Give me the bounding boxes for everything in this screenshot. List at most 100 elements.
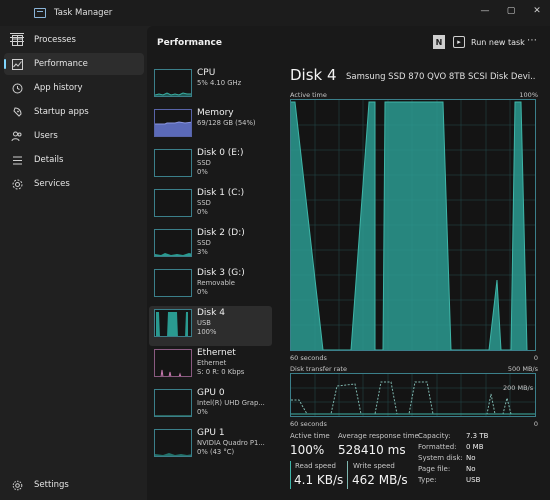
- title-bar: Task Manager — ▢ ✕: [0, 0, 550, 26]
- sidebar-item-users[interactable]: Users: [4, 125, 144, 147]
- performance-icon: [10, 57, 24, 71]
- device-name: Memory: [197, 108, 234, 118]
- device-usage: 100%: [197, 328, 217, 336]
- sidebar-item-label: Users: [34, 131, 58, 141]
- disk-model: Samsung SSD 870 QVO 8TB SCSI Disk Devi..…: [346, 72, 536, 82]
- gear-icon: [10, 478, 24, 492]
- cpu-thumbnail-graph: [154, 69, 192, 97]
- device-usage: S: 0 R: 0 Kbps: [197, 368, 245, 376]
- active-time-graph-xlabel: 60 seconds: [290, 354, 327, 362]
- disk3-thumbnail-graph: [154, 269, 192, 297]
- users-icon: [10, 129, 24, 143]
- maximize-button[interactable]: ▢: [506, 6, 516, 16]
- sidebar-item-startup-apps[interactable]: Startup apps: [4, 101, 144, 123]
- disk4-thumbnail-graph: [154, 309, 192, 337]
- prop-value: No: [466, 465, 476, 473]
- device-sub: USB: [197, 319, 211, 327]
- device-ethernet[interactable]: Ethernet Ethernet S: 0 R: 0 Kbps: [149, 346, 272, 386]
- prop-key: System disk:: [418, 454, 463, 462]
- gpu1-thumbnail-graph: [154, 429, 192, 457]
- run-new-task-label: Run new task: [471, 37, 525, 47]
- device-disk-1[interactable]: Disk 1 (C:) SSD 0%: [149, 186, 272, 226]
- prop-key: Capacity:: [418, 432, 451, 440]
- transfer-mid-label: 200 MB/s: [503, 384, 534, 392]
- stat-write-label: Write speed: [353, 462, 395, 470]
- device-name: Disk 2 (D:): [197, 228, 245, 238]
- stat-read-value: 4.1 KB/s: [294, 473, 344, 487]
- active-time-graph: [290, 99, 536, 351]
- sidebar-item-label: App history: [34, 83, 83, 93]
- sidebar-item-services[interactable]: Services: [4, 173, 144, 195]
- device-name: GPU 1: [197, 428, 225, 438]
- device-usage: 0% (43 °C): [197, 448, 235, 456]
- device-cpu[interactable]: CPU 5% 4.10 GHz: [149, 66, 272, 106]
- sidebar-item-label: Details: [34, 155, 64, 165]
- active-time-graph-label: Active time: [290, 91, 327, 99]
- sidebar-item-performance[interactable]: Performance: [4, 53, 144, 75]
- sidebar-item-label: Performance: [34, 59, 88, 69]
- n-badge: N: [433, 35, 445, 49]
- sidebar: Processes Performance App history Startu…: [0, 26, 147, 500]
- transfer-rate-label: Disk transfer rate: [290, 365, 347, 373]
- prop-value: 7.3 TB: [466, 432, 489, 440]
- device-usage: 3%: [197, 248, 208, 256]
- prop-key: Formatted:: [418, 443, 457, 451]
- memory-thumbnail-graph: [154, 109, 192, 137]
- close-button[interactable]: ✕: [533, 6, 541, 16]
- prop-key: Page file:: [418, 465, 451, 473]
- device-name: Ethernet: [197, 348, 236, 358]
- main-panel: Performance N ▸ Run new task ⋯ CPU 5% 4.…: [147, 26, 550, 500]
- stat-response-label: Average response time: [338, 432, 419, 440]
- ethernet-thumbnail-graph: [154, 349, 192, 377]
- sidebar-item-label: Services: [34, 179, 70, 189]
- device-disk-0[interactable]: Disk 0 (E:) SSD 0%: [149, 146, 272, 186]
- device-sub: SSD: [197, 199, 211, 207]
- device-disk-4[interactable]: Disk 4 USB 100%: [149, 306, 272, 346]
- device-name: Disk 4: [197, 308, 225, 318]
- sidebar-item-app-history[interactable]: App history: [4, 77, 144, 99]
- services-icon: [10, 177, 24, 191]
- details-icon: [10, 153, 24, 167]
- window-controls: — ▢ ✕: [472, 0, 550, 26]
- device-disk-2[interactable]: Disk 2 (D:) SSD 3%: [149, 226, 272, 266]
- transfer-rate-max: 500 MB/s: [507, 365, 538, 373]
- read-speed-indicator: [290, 461, 291, 489]
- device-gpu-0[interactable]: GPU 0 Intel(R) UHD Grap... 0%: [149, 386, 272, 426]
- device-name: CPU: [197, 68, 216, 78]
- device-disk-3[interactable]: Disk 3 (G:) Removable 0%: [149, 266, 272, 306]
- device-sub: NVIDIA Quadro P1...: [197, 439, 265, 447]
- task-manager-icon: [34, 8, 46, 18]
- device-sub: SSD: [197, 239, 211, 247]
- device-usage: 0%: [197, 408, 208, 416]
- device-name: Disk 3 (G:): [197, 268, 245, 278]
- prop-value: No: [466, 454, 476, 462]
- main-header: Performance N ▸ Run new task ⋯: [147, 26, 550, 60]
- sidebar-item-details[interactable]: Details: [4, 149, 144, 171]
- active-time-graph-zero: 0: [533, 354, 538, 362]
- device-sub: 5% 4.10 GHz: [197, 79, 242, 87]
- device-gpu-1[interactable]: GPU 1 NVIDIA Quadro P1... 0% (43 °C): [149, 426, 272, 466]
- device-sub: Intel(R) UHD Grap...: [197, 399, 265, 407]
- sidebar-item-label: Settings: [34, 480, 69, 490]
- sidebar-item-label: Startup apps: [34, 107, 89, 117]
- disk0-thumbnail-graph: [154, 149, 192, 177]
- run-task-icon: ▸: [453, 36, 465, 48]
- stat-write-value: 462 MB/s: [352, 473, 408, 487]
- device-sub: Removable: [197, 279, 235, 287]
- sidebar-item-settings[interactable]: Settings: [4, 474, 144, 496]
- transfer-rate-graph: 200 MB/s: [290, 373, 536, 417]
- run-new-task-button[interactable]: ▸ Run new task: [453, 35, 525, 49]
- prop-value: 0 MB: [466, 443, 484, 451]
- disk2-thumbnail-graph: [154, 229, 192, 257]
- prop-value: USB: [466, 476, 481, 484]
- device-usage: 0%: [197, 208, 208, 216]
- more-options-icon[interactable]: ⋯: [527, 35, 537, 46]
- minimize-button[interactable]: —: [480, 6, 490, 16]
- disk-detail-pane: Disk 4 Samsung SSD 870 QVO 8TB SCSI Disk…: [288, 66, 540, 500]
- startup-icon: [10, 105, 24, 119]
- device-memory[interactable]: Memory 69/128 GB (54%): [149, 106, 272, 146]
- sidebar-item-processes[interactable]: Processes: [4, 29, 144, 51]
- stat-active-time-value: 100%: [290, 443, 325, 457]
- device-list: CPU 5% 4.10 GHz Memory 69/128 GB (54%) D…: [149, 66, 273, 500]
- write-speed-indicator: [347, 461, 348, 489]
